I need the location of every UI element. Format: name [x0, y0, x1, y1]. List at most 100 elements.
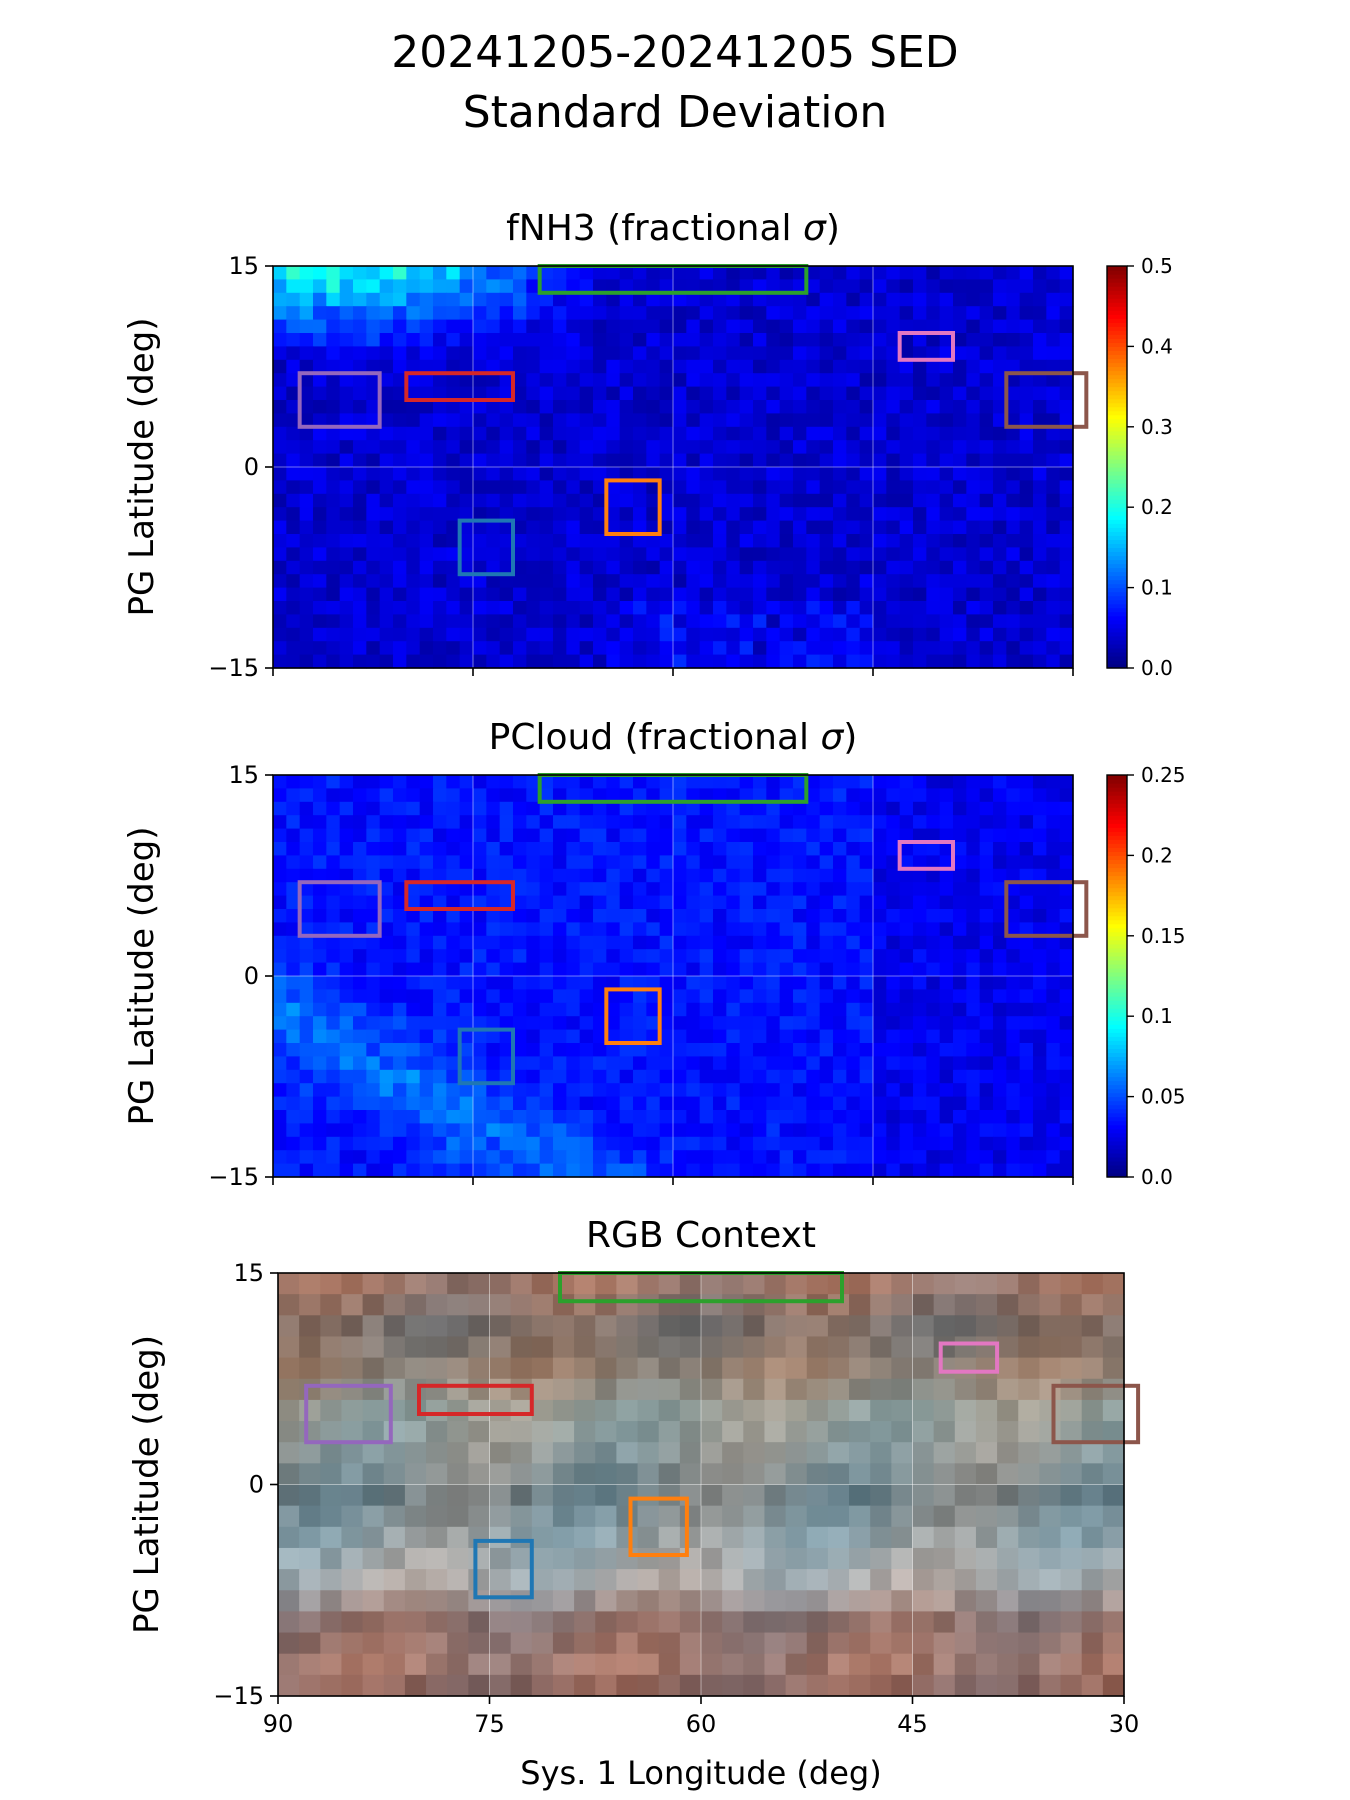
heatmap-cell — [785, 1547, 808, 1570]
colorbar-segment — [1107, 467, 1127, 472]
heatmap-cell — [1060, 1442, 1083, 1464]
heatmap-cell — [579, 306, 594, 321]
heatmap-cell — [379, 935, 394, 950]
heatmap-cell — [539, 1096, 554, 1111]
heatmap-cell — [1046, 815, 1061, 830]
colorbar-segment — [1107, 551, 1127, 557]
heatmap-cell — [912, 1315, 935, 1338]
heatmap-cell — [912, 1484, 935, 1507]
heatmap-cell — [593, 574, 607, 589]
heatmap-cell — [633, 935, 647, 950]
heatmap-cell — [1046, 614, 1061, 629]
heatmap-cell — [859, 614, 874, 629]
heatmap-cell — [637, 1611, 660, 1634]
heatmap-cell — [819, 520, 834, 535]
heatmap-cell — [1059, 1083, 1074, 1098]
heatmap-cell — [320, 1463, 343, 1486]
heatmap-cell — [833, 1163, 847, 1178]
heatmap-cell — [286, 935, 301, 950]
heatmap-cell — [658, 1674, 681, 1697]
heatmap-cell — [320, 1611, 343, 1634]
heatmap-cell — [1059, 1123, 1074, 1138]
y-tick-label: −15 — [213, 1682, 264, 1710]
heatmap-cell — [793, 1016, 807, 1031]
region-box-6 — [604, 987, 662, 1046]
heatmap-cell — [393, 292, 407, 307]
colorbar-segment — [1107, 491, 1127, 496]
heatmap-cell — [406, 453, 421, 468]
heatmap-cell — [273, 359, 287, 374]
heatmap-cell — [886, 909, 901, 923]
heatmap-cell — [499, 976, 514, 990]
heatmap-cell — [846, 319, 861, 334]
heatmap-cell — [886, 1083, 901, 1098]
colorbar-segment — [1107, 603, 1127, 609]
heatmap-cell — [979, 1056, 994, 1071]
heatmap-cell — [891, 1463, 914, 1486]
heatmap-cell — [846, 882, 861, 897]
heatmap-cell — [366, 815, 381, 830]
heatmap-cell — [286, 507, 301, 522]
heatmap-cell — [286, 641, 301, 656]
heatmap-cell — [1006, 868, 1021, 883]
heatmap-cell — [833, 1056, 847, 1071]
heatmap-cell — [273, 279, 287, 294]
heatmap-cell — [393, 1110, 407, 1124]
heatmap-cell — [886, 306, 901, 321]
heatmap-cell — [913, 426, 927, 441]
heatmap-cell — [1081, 1653, 1104, 1676]
heatmap-cell — [553, 1083, 567, 1098]
heatmap-cell — [353, 587, 367, 602]
heatmap-cell — [579, 627, 594, 642]
heatmap-cell — [353, 333, 367, 347]
heatmap-cell — [433, 1029, 447, 1044]
heatmap-cell — [593, 641, 607, 656]
heatmap-cell — [366, 641, 381, 656]
heatmap-cell — [833, 453, 847, 468]
heatmap-cell — [447, 1547, 469, 1570]
heatmap-cell — [739, 560, 754, 575]
heatmap-cell — [473, 440, 487, 455]
heatmap-cell — [846, 935, 861, 950]
heatmap-cell — [966, 279, 981, 294]
heatmap-cell — [513, 560, 527, 575]
heatmap-cell — [286, 601, 301, 615]
heatmap-cell — [739, 574, 754, 589]
heatmap-cell — [606, 962, 621, 977]
heatmap-cell — [1059, 507, 1074, 522]
heatmap-cell — [313, 373, 327, 388]
heatmap-cell — [459, 815, 474, 830]
heatmap-cell — [859, 1150, 874, 1165]
heatmap-cell — [859, 493, 874, 508]
heatmap-cell — [446, 453, 461, 468]
heatmap-cell — [806, 1505, 829, 1528]
heatmap-cell — [926, 654, 941, 669]
heatmap-cell — [1019, 641, 1034, 656]
heatmap-cell — [886, 895, 901, 910]
heatmap-cell — [849, 1611, 871, 1634]
heatmap-cell — [726, 1110, 741, 1124]
colorbar-segment — [1107, 555, 1127, 561]
heatmap-cell — [1033, 1163, 1047, 1178]
colorbar-segment — [1107, 1032, 1127, 1037]
heatmap-cell — [899, 601, 914, 615]
heatmap-cell — [997, 1357, 1019, 1380]
heatmap-cell — [468, 1273, 491, 1295]
heatmap-cell — [313, 949, 327, 964]
heatmap-cell — [726, 1069, 741, 1084]
heatmap-cell — [993, 1083, 1007, 1098]
heatmap-cell — [766, 882, 781, 897]
heatmap-cell — [426, 1611, 448, 1634]
heatmap-cell — [993, 507, 1007, 522]
heatmap-cell — [326, 976, 341, 990]
heatmap-cell — [806, 560, 821, 575]
heatmap-cell — [766, 520, 781, 535]
heatmap-cell — [679, 1569, 702, 1591]
heatmap-cell — [539, 587, 554, 602]
heatmap-cell — [379, 1029, 394, 1044]
heatmap-cell — [593, 507, 607, 522]
heatmap-cell — [320, 1378, 343, 1401]
heatmap-cell — [646, 868, 661, 883]
heatmap-cell — [819, 788, 834, 803]
heatmap-cell — [912, 1569, 935, 1591]
